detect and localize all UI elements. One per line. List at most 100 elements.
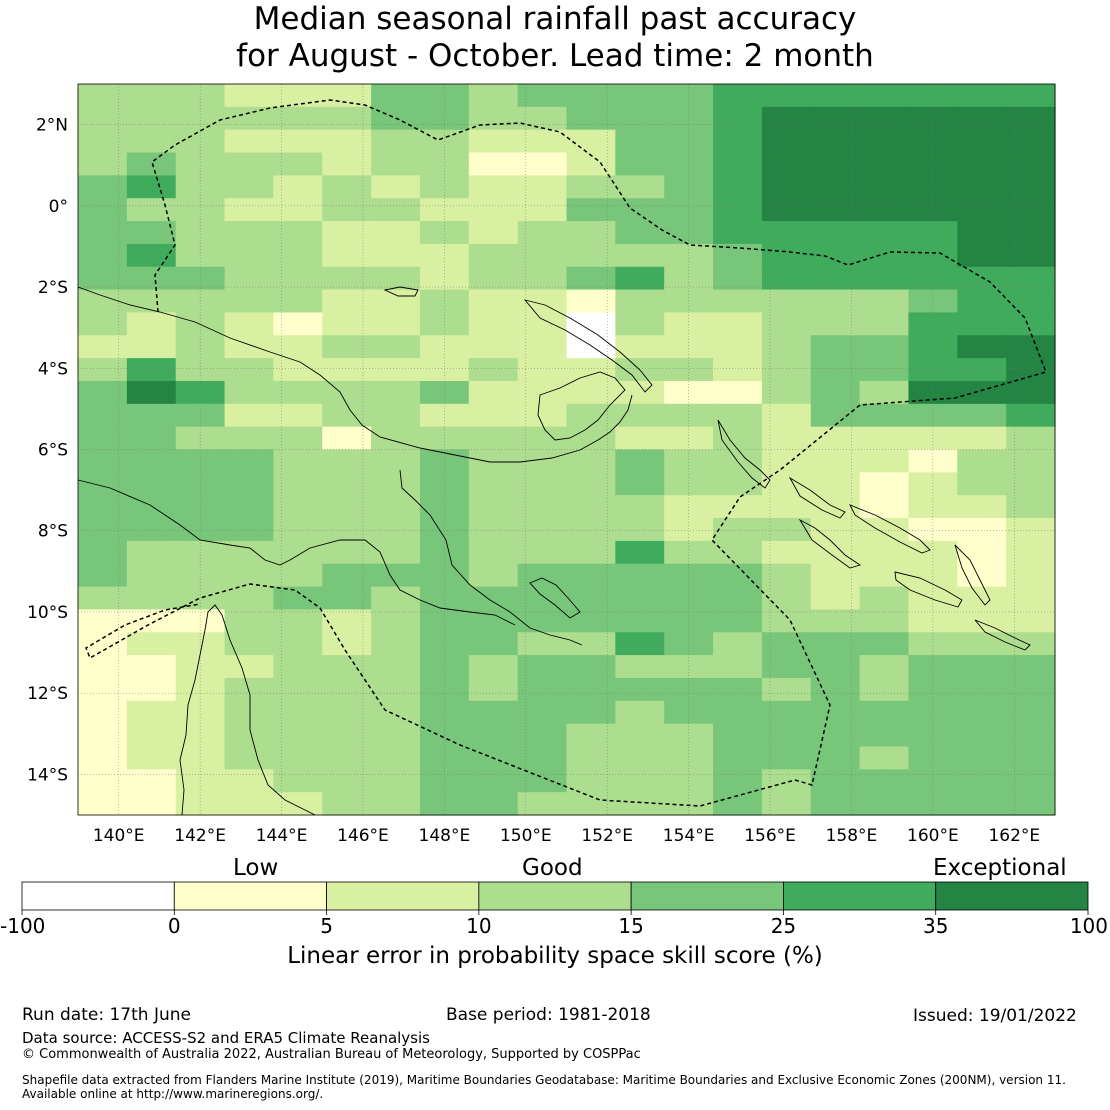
skill-cell (761, 129, 812, 154)
skill-cell (957, 449, 1007, 473)
skill-cell (566, 335, 616, 359)
skill-cell (322, 472, 372, 496)
skill-cell (371, 426, 421, 451)
skill-cell (859, 358, 910, 382)
skill-cell (126, 426, 177, 451)
skill-cell (859, 289, 910, 314)
skill-cell (371, 289, 421, 314)
skill-cell (224, 312, 274, 336)
skill-cell (224, 632, 274, 656)
lon-tick-label: 150°E (500, 826, 552, 846)
skill-cell (761, 243, 812, 268)
skill-cell (1006, 152, 1056, 176)
skill-cell (224, 243, 274, 268)
skill-cell (761, 426, 812, 451)
skill-cell (126, 358, 177, 382)
skill-cell (713, 769, 763, 793)
skill-cell (810, 380, 861, 405)
coastline-gulf-of-papua (77, 479, 516, 626)
coastline-new-guinea-south (399, 469, 583, 646)
skill-cell (859, 198, 910, 222)
skill-cell (664, 792, 714, 816)
skill-cell (615, 198, 665, 222)
issued-date: Issued: 19/01/2022 (913, 1006, 1077, 1026)
skill-cell (566, 655, 616, 679)
skill-cell (419, 518, 470, 542)
colorbar-tick-label: 100 (1070, 914, 1108, 938)
skill-cell (273, 723, 323, 748)
skill-cell (810, 152, 861, 176)
skill-cell (859, 632, 910, 656)
skill-cell (908, 358, 958, 382)
skill-cell (615, 221, 665, 245)
lon-tick-label: 146°E (337, 826, 389, 846)
lat-tick-label: 12°S (27, 684, 68, 704)
skill-cell (566, 563, 616, 588)
skill-cell (175, 449, 226, 473)
skill-cell (859, 175, 910, 199)
skill-cell (810, 426, 861, 451)
skill-cell (615, 746, 665, 770)
skill-cell (468, 175, 519, 199)
skill-cell (419, 792, 470, 816)
skill-cell (517, 403, 568, 428)
skill-cell (371, 609, 421, 633)
skill-cell (322, 335, 372, 359)
skill-cell (273, 677, 323, 702)
skill-cell (126, 495, 177, 519)
skill-cell (810, 198, 861, 222)
skill-cell (419, 243, 470, 268)
skill-cell (126, 266, 177, 291)
skill-cell (371, 769, 421, 793)
skill-cell (761, 746, 812, 770)
skill-cell (713, 609, 763, 633)
skill-cell (957, 403, 1007, 428)
skill-cell (419, 540, 470, 565)
skill-cell (761, 586, 812, 610)
skill-cell (273, 426, 323, 451)
skill-cell (371, 449, 421, 473)
skill-cell (78, 289, 128, 314)
skill-cell (761, 472, 812, 496)
skill-cell (517, 84, 568, 108)
skill-cell (957, 792, 1007, 816)
skill-cell (957, 198, 1007, 222)
lat-tick-label: 14°S (27, 765, 68, 785)
skill-cell (322, 152, 372, 176)
skill-cell (419, 563, 470, 588)
skill-cell (371, 723, 421, 748)
skill-cell (371, 586, 421, 610)
skill-cell (810, 84, 861, 108)
skill-cell (468, 700, 519, 725)
skill-cell (957, 221, 1007, 245)
skill-cell (615, 792, 665, 816)
skill-cell (224, 152, 274, 176)
skill-cell (957, 84, 1007, 108)
skill-cell (419, 266, 470, 291)
skill-cell (957, 243, 1007, 268)
skill-cell (224, 700, 274, 725)
skill-cell (78, 700, 128, 725)
skill-cell (810, 312, 861, 336)
skill-cell (761, 198, 812, 222)
skill-cell (664, 106, 714, 131)
skill-cell (517, 540, 568, 565)
skill-cell (810, 289, 861, 314)
skill-cell (761, 449, 812, 473)
skill-cell (273, 655, 323, 679)
skill-cell (908, 495, 958, 519)
coastline-new-georgia (798, 518, 862, 569)
skill-cell (908, 518, 958, 542)
skill-cell (859, 106, 910, 131)
skill-cell (419, 403, 470, 428)
skill-cell (1006, 540, 1056, 565)
skill-cell (1006, 723, 1056, 748)
skill-cell (468, 723, 519, 748)
colorbar-tick-label: -100 (0, 914, 45, 938)
skill-cell (468, 586, 519, 610)
skill-cell (713, 266, 763, 291)
skill-cell (175, 677, 226, 702)
colorbar-tick-label: 35 (923, 914, 948, 938)
skill-cell (126, 175, 177, 199)
skill-cell (322, 563, 372, 588)
